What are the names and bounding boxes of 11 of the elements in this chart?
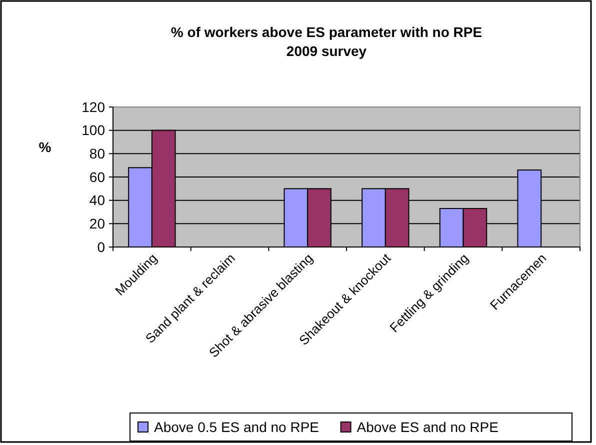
y-tick-label: 100 bbox=[82, 122, 106, 138]
y-tick-label: 40 bbox=[89, 192, 106, 208]
y-tick-label: 80 bbox=[89, 146, 106, 162]
y-tick-label: 0 bbox=[97, 238, 106, 255]
y-tick-label: 20 bbox=[89, 216, 106, 232]
y-tick-label: 60 bbox=[89, 168, 106, 185]
legend-label: Above ES and no RPE bbox=[356, 419, 498, 435]
y-axis-title: % bbox=[38, 139, 52, 155]
legend-label: Above 0.5 ES and no RPE bbox=[154, 419, 319, 435]
chart-title: % of workers above ES parameter with no RPE 2009 survey bbox=[170, 24, 482, 59]
y-tick-label: 120 bbox=[82, 98, 106, 115]
